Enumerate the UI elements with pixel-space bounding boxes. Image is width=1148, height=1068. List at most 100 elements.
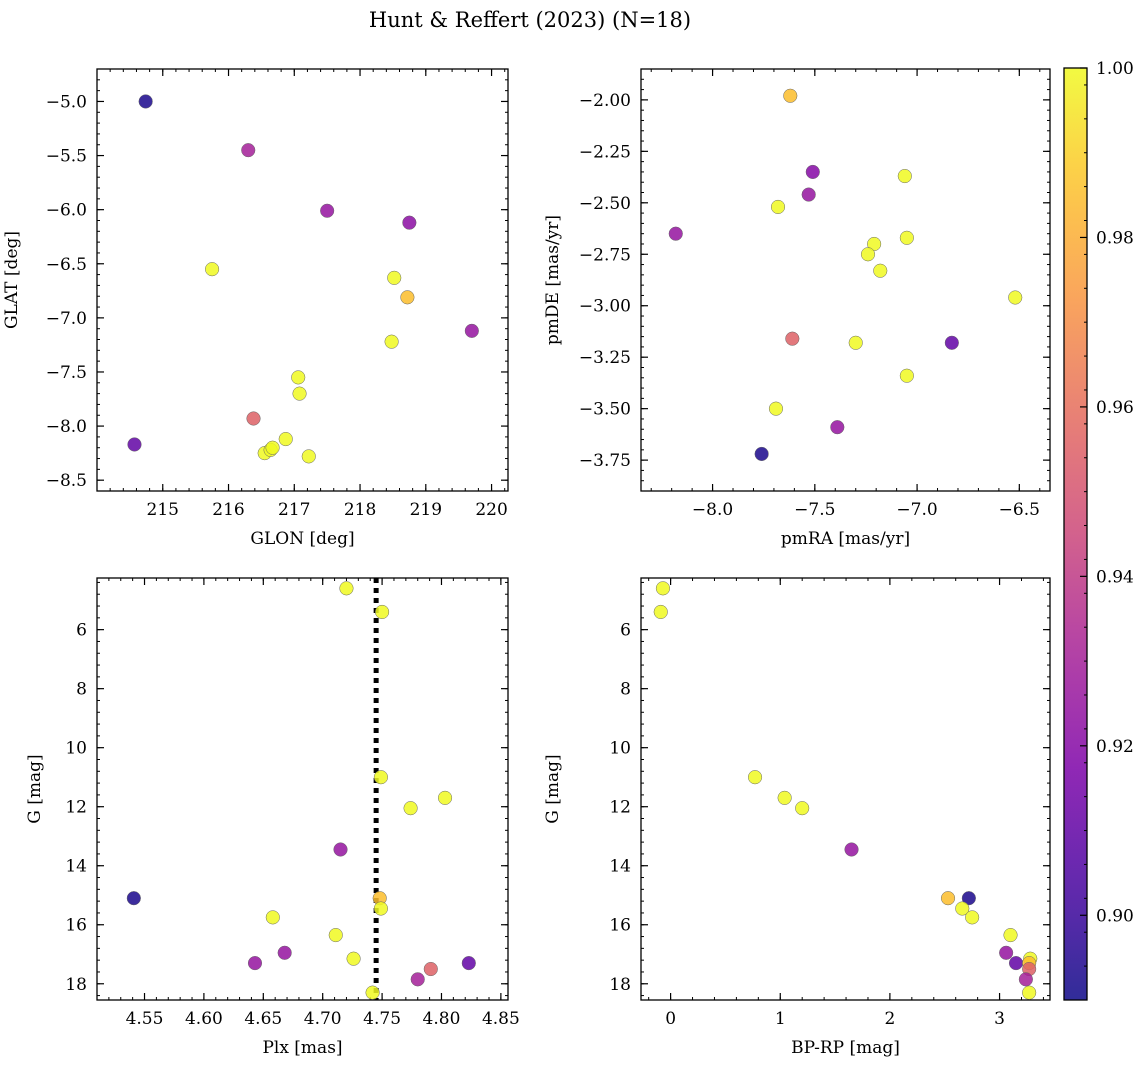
y-tick-label: −3.75 xyxy=(579,451,631,471)
scatter-point xyxy=(1022,985,1037,1000)
colorbar-gradient xyxy=(1064,68,1087,1000)
scatter-point xyxy=(999,945,1014,960)
scatter-point xyxy=(246,411,261,426)
y-tick-label: 6 xyxy=(620,621,631,641)
scatter-point xyxy=(961,891,976,906)
plot-area xyxy=(653,581,1038,1000)
y-tick-label: −5.0 xyxy=(46,92,87,112)
y-axis-label: GLAT [deg] xyxy=(2,231,22,329)
scatter-point xyxy=(247,956,263,971)
scatter-point xyxy=(339,581,354,596)
y-tick-label: −5.5 xyxy=(46,147,87,167)
scatter-point xyxy=(373,770,388,785)
x-tick-label: 219 xyxy=(410,500,442,520)
panel-glon-glat: 215 216 217 218 219 220 −5.0 −5.5 −6.0 −6.5 −7.0 −7… xyxy=(2,68,509,549)
scatter-point xyxy=(205,262,220,277)
y-tick-label: 10 xyxy=(609,739,631,759)
x-axis-label: BP-RP [mag] xyxy=(791,1038,900,1058)
x-tick-label: 2 xyxy=(884,1009,895,1029)
y-tick-label: −7.5 xyxy=(46,363,87,383)
scatter-point xyxy=(365,985,380,1000)
x-axis-label: GLON [deg] xyxy=(250,529,354,549)
x-tick-label: 4.80 xyxy=(423,1009,461,1029)
axes-frame xyxy=(640,68,1051,492)
scatter-point xyxy=(867,236,882,252)
scatter-point xyxy=(777,790,792,805)
colorbar-tick-label: 0.94 xyxy=(1096,567,1134,587)
scatter-point xyxy=(899,230,914,245)
y-axis-label: pmDE [mas/yr] xyxy=(543,215,563,345)
scatter-point xyxy=(785,331,800,346)
scatter-point xyxy=(768,401,784,416)
x-tick-label: 4.75 xyxy=(363,1009,401,1029)
y-tick-label: 8 xyxy=(76,680,87,700)
scatter-point xyxy=(783,88,798,103)
scatter-point xyxy=(655,581,670,596)
scatter-point xyxy=(461,956,476,971)
y-tick-label: 6 xyxy=(76,621,87,641)
y-tick-label: −6.0 xyxy=(46,201,87,221)
scatter-point xyxy=(940,891,956,906)
y-tick-label: 8 xyxy=(620,680,631,700)
y-tick-label: 12 xyxy=(65,798,87,818)
y-tick-label: 16 xyxy=(65,916,87,936)
y-tick-label: −2.75 xyxy=(579,245,631,265)
scatter-point xyxy=(346,951,361,966)
x-axis-label: pmRA [mas/yr] xyxy=(781,529,910,549)
scatter-point xyxy=(277,945,292,960)
scatter-point xyxy=(387,270,402,285)
y-tick-label: 14 xyxy=(65,857,87,877)
x-tick-label: −7.5 xyxy=(794,500,835,520)
scatter-point xyxy=(848,335,863,350)
scatter-point xyxy=(897,168,912,184)
scatter-point xyxy=(944,335,959,350)
scatter-point xyxy=(795,801,810,816)
y-tick-label: −2.25 xyxy=(579,142,631,162)
scatter-point xyxy=(265,440,280,455)
scatter-point xyxy=(805,164,820,179)
plot-area xyxy=(126,578,476,1000)
x-tick-label: 3 xyxy=(994,1009,1005,1029)
scatter-point xyxy=(668,226,683,241)
colorbar-tick-label: 0.90 xyxy=(1096,906,1134,926)
x-tick-label: 217 xyxy=(278,500,310,520)
scatter-point xyxy=(830,420,845,435)
scatter-point xyxy=(860,247,876,262)
x-tick-label: −7.0 xyxy=(896,500,937,520)
scatter-point xyxy=(1008,956,1024,971)
y-tick-label: 14 xyxy=(609,857,631,877)
axes-frame xyxy=(96,577,509,1001)
scatter-point xyxy=(126,891,141,906)
panels: 215 216 217 218 219 220−5.0−5.5−6.0−6.5−7.0−7… xyxy=(2,68,1051,1058)
scatter-point xyxy=(899,368,914,383)
colorbar-tick-label: 1.00 xyxy=(1096,59,1134,79)
y-tick-label: 12 xyxy=(609,798,631,818)
y-tick-label: −2.00 xyxy=(579,91,631,111)
scatter-point xyxy=(278,432,293,447)
x-tick-label: 218 xyxy=(344,500,376,520)
scatter-point xyxy=(375,604,390,619)
y-tick-label: 18 xyxy=(65,975,87,995)
axes-frame xyxy=(96,68,509,492)
x-tick-label: 4.65 xyxy=(244,1009,282,1029)
y-axis-label: G [mag] xyxy=(543,754,563,823)
scatter-point xyxy=(138,94,153,109)
scatter-point xyxy=(127,437,142,452)
y-tick-label: −8.0 xyxy=(46,417,87,437)
scatter-point xyxy=(437,790,453,805)
scatter-point xyxy=(1008,290,1023,305)
y-tick-label: −3.00 xyxy=(579,297,631,317)
y-tick-label: −2.50 xyxy=(579,194,631,214)
plot-area xyxy=(127,94,479,464)
axes-frame xyxy=(640,577,1051,1001)
colorbar: 0.90 0.92 0.94 0.96 0.98 1.00 xyxy=(1063,59,1134,1001)
scatter-point xyxy=(410,972,425,987)
scatter-point xyxy=(384,334,399,349)
panel-pmra-pmde: −8.0 −7.5 −7.0 −6.5 −2.00 −2.25 −2.50 −2.75 −3.0… xyxy=(543,68,1051,549)
scatter-point xyxy=(1003,928,1018,943)
scatter-point xyxy=(464,323,479,338)
plot-area xyxy=(668,88,1023,461)
scatter-point xyxy=(292,386,307,401)
scatter-point xyxy=(423,961,438,977)
